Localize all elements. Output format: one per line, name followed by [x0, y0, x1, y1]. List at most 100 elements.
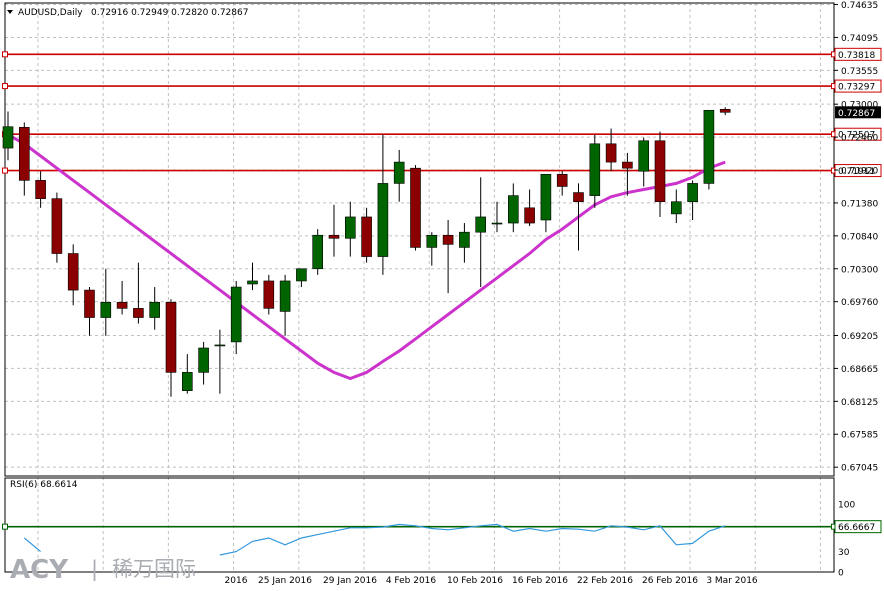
y-tick-label: 0.68665	[841, 365, 878, 375]
rsi-y-tick-label: 0	[838, 569, 844, 579]
candle-body	[279, 280, 291, 312]
candle-body	[573, 192, 584, 203]
candle-body	[328, 234, 340, 239]
candle-body	[654, 140, 666, 203]
last-price-box	[835, 106, 881, 119]
candle-body	[312, 234, 324, 270]
rsi-level-handle-left	[2, 523, 8, 530]
y-tick-label: 0.73555	[841, 67, 878, 77]
level-handle-left	[2, 51, 8, 58]
candle-body	[507, 195, 519, 224]
y-tick-label: 0.71920	[841, 167, 878, 177]
level-label: 0.72507	[838, 131, 875, 141]
candle-body	[442, 234, 454, 245]
candle-body	[703, 109, 715, 184]
candle-body	[100, 301, 112, 318]
candle-body	[426, 234, 438, 248]
candle-body	[589, 143, 601, 196]
rsi-level-label-box	[834, 520, 882, 534]
level-label-box	[834, 47, 882, 61]
candle-body	[393, 161, 405, 184]
candle-body	[247, 280, 258, 285]
level-label-box	[834, 164, 882, 178]
candle-body	[605, 143, 617, 163]
level-label: 0.73818	[838, 51, 875, 61]
candle-body	[51, 198, 63, 254]
level-handle-left	[2, 167, 8, 174]
candle-body	[410, 167, 421, 248]
y-tick-label: 0.73000	[841, 101, 878, 111]
x-tick-label: 2016	[225, 576, 248, 586]
level-label-box	[834, 79, 882, 93]
candle-body	[687, 183, 698, 203]
y-tick-label: 0.71380	[841, 199, 878, 209]
candle-body	[475, 216, 487, 233]
y-tick-label: 0.74095	[841, 34, 878, 44]
y-tick-label: 0.69205	[841, 332, 878, 342]
chart-symbol-title: AUDUSD,Daily	[18, 8, 83, 18]
candle-body	[622, 161, 633, 169]
candle-body	[556, 173, 568, 187]
y-tick-label: 0.68125	[841, 398, 878, 408]
main-plot-frame	[4, 2, 835, 477]
watermark-brand: ACY	[10, 555, 69, 585]
candle-body	[361, 216, 372, 257]
level-label: 0.71911	[838, 167, 875, 177]
candle-body	[670, 201, 682, 215]
x-tick-label: 22 Feb 2016	[577, 576, 633, 586]
rsi-line	[23, 523, 726, 556]
candle-body	[35, 180, 46, 199]
candle-body	[524, 207, 535, 224]
candle-body	[377, 183, 389, 257]
candle-body	[296, 268, 307, 282]
y-tick-label: 0.70840	[841, 232, 878, 242]
candle-body	[214, 344, 226, 347]
level-handle-left	[2, 83, 8, 90]
candle-body	[263, 280, 275, 309]
candle-body	[344, 216, 356, 239]
candle-body	[182, 372, 193, 391]
level-label-box	[834, 127, 882, 141]
candle-body	[149, 301, 160, 318]
watermark-separator: |	[91, 557, 98, 582]
y-tick-label: 0.67585	[841, 431, 878, 441]
candle-body	[198, 347, 209, 373]
candle-body	[638, 140, 650, 172]
candle-body	[67, 253, 79, 291]
candle-body	[491, 222, 503, 225]
x-tick-label: 16 Feb 2016	[512, 576, 568, 586]
y-tick-label: 0.70300	[841, 265, 878, 275]
candle-body	[719, 109, 731, 113]
candle-body	[18, 127, 30, 181]
candle-body	[2, 126, 14, 149]
rsi-level-label: 66.6667	[838, 523, 875, 533]
level-label: 0.73297	[838, 83, 875, 93]
candle-body	[165, 301, 177, 373]
candle-body	[540, 173, 552, 221]
rsi-title: RSI(6) 68.6614	[10, 480, 78, 490]
x-tick-label: 26 Feb 2016	[642, 576, 698, 586]
x-tick-label: 4 Feb 2016	[386, 576, 437, 586]
candle-body	[133, 308, 144, 318]
watermark-chinese: 稀万国际	[112, 557, 196, 581]
dropdown-triangle-icon	[7, 10, 13, 14]
x-tick-label: 29 Jan 2016	[323, 576, 377, 586]
last-price-label: 0.72867	[838, 109, 875, 119]
x-tick-label: 3 Mar 2016	[706, 576, 758, 586]
y-tick-label: 0.69760	[841, 298, 878, 308]
y-tick-label: 0.72460	[841, 134, 878, 144]
candle-body	[230, 286, 242, 343]
candle-body	[116, 301, 128, 309]
candle-body	[459, 231, 470, 248]
x-tick-label: 25 Jan 2016	[258, 576, 312, 586]
rsi-y-tick-label: 30	[838, 548, 850, 558]
x-tick-label: 10 Feb 2016	[447, 576, 503, 586]
rsi-y-tick-label: 100	[838, 501, 855, 511]
y-tick-label: 0.67045	[841, 464, 878, 474]
ohlc-header: 0.72916 0.72949 0.72820 0.72867	[91, 8, 248, 18]
y-tick-label: 0.74635	[841, 1, 878, 11]
candle-body	[84, 289, 95, 318]
